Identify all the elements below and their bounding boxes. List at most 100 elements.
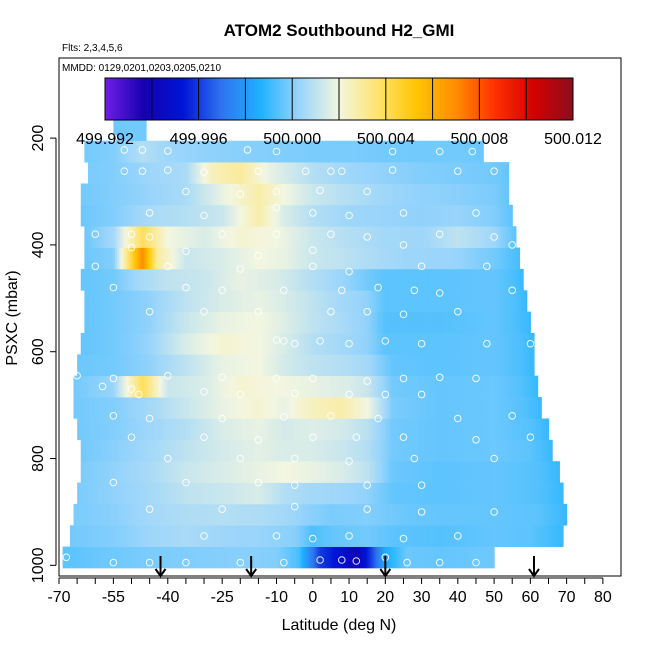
heatmap-cell xyxy=(109,311,113,334)
heatmap-cell xyxy=(185,247,189,270)
heatmap-cell xyxy=(472,140,475,163)
heatmap-cell xyxy=(165,439,169,462)
heatmap-cell xyxy=(189,247,192,270)
heatmap-cell xyxy=(345,290,348,312)
heatmap-cell xyxy=(359,397,363,419)
heatmap-cell xyxy=(111,247,114,270)
heatmap-cell xyxy=(459,183,463,206)
heatmap-cell xyxy=(475,482,479,505)
heatmap-cell xyxy=(124,525,127,547)
heatmap-cell xyxy=(490,247,493,270)
heatmap-cell xyxy=(430,546,434,569)
heatmap-cell xyxy=(175,546,178,569)
heatmap-cell xyxy=(211,397,214,419)
heatmap-cell xyxy=(243,311,247,334)
heatmap-cell xyxy=(292,333,296,355)
heatmap-cell xyxy=(124,354,127,377)
heatmap-cell xyxy=(214,503,218,526)
heatmap-cell xyxy=(457,482,461,505)
heatmap-cell xyxy=(160,375,163,398)
heatmap-cell xyxy=(233,439,236,462)
heatmap-cell xyxy=(305,162,308,184)
heatmap-cell xyxy=(314,204,318,227)
heatmap-cell xyxy=(75,503,78,526)
heatmap-cell xyxy=(269,418,272,441)
heatmap-cell xyxy=(129,397,133,419)
heatmap-cell xyxy=(481,546,484,569)
heatmap-cell xyxy=(131,525,134,547)
heatmap-cell xyxy=(97,226,100,248)
heatmap-cell xyxy=(111,268,114,291)
heatmap-cell xyxy=(256,140,260,163)
heatmap-cell xyxy=(548,439,551,462)
heatmap-cell xyxy=(512,525,515,547)
heatmap-cell xyxy=(463,418,466,441)
heatmap-cell xyxy=(205,354,209,377)
heatmap-cell xyxy=(359,162,363,184)
heatmap-cell xyxy=(314,546,318,569)
heatmap-cell xyxy=(97,268,100,291)
heatmap-cell xyxy=(111,183,114,206)
heatmap-cell xyxy=(120,247,124,270)
heatmap-cell xyxy=(318,354,321,377)
heatmap-cell xyxy=(223,311,227,334)
heatmap-cell xyxy=(193,311,196,334)
heatmap-cell xyxy=(274,503,278,526)
heatmap-cell xyxy=(443,204,446,227)
heatmap-cell xyxy=(260,226,263,248)
heatmap-cell xyxy=(144,439,147,462)
heatmap-cell xyxy=(403,183,406,206)
heatmap-cell xyxy=(405,503,408,526)
heatmap-cell xyxy=(383,183,386,206)
heatmap-cell xyxy=(149,375,153,398)
heatmap-cell xyxy=(340,333,343,355)
heatmap-cell xyxy=(332,226,336,248)
heatmap-cell xyxy=(430,290,434,312)
heatmap-cell xyxy=(349,439,352,462)
heatmap-cell xyxy=(98,354,102,377)
heatmap-cell xyxy=(309,183,312,206)
heatmap-cell xyxy=(408,397,412,419)
heatmap-cell xyxy=(171,375,174,398)
heatmap-cell xyxy=(242,546,245,569)
heatmap-cell xyxy=(93,482,96,505)
heatmap-cell xyxy=(88,183,91,206)
heatmap-cell xyxy=(374,290,377,312)
heatmap-cell xyxy=(486,268,490,291)
heatmap-cell xyxy=(216,140,220,163)
heatmap-cell xyxy=(483,290,486,312)
heatmap-cell xyxy=(73,525,76,547)
heatmap-cell xyxy=(367,333,370,355)
heatmap-cell xyxy=(100,525,104,547)
heatmap-cell xyxy=(530,503,533,526)
heatmap-cell xyxy=(321,503,325,526)
heatmap-cell xyxy=(77,397,80,419)
heatmap-cell xyxy=(524,525,528,547)
heatmap-cell xyxy=(216,482,220,505)
heatmap-cell xyxy=(234,290,238,312)
heatmap-cell xyxy=(497,204,501,227)
heatmap-cell xyxy=(535,461,539,483)
heatmap-cell xyxy=(89,140,93,163)
heatmap-cell xyxy=(218,461,221,483)
heatmap-cell xyxy=(238,162,241,184)
heatmap-cell xyxy=(82,418,85,441)
heatmap-cell xyxy=(519,354,522,377)
heatmap-cell xyxy=(100,204,104,227)
heatmap-cell xyxy=(272,290,276,312)
heatmap-cell xyxy=(227,140,231,163)
heatmap-cell xyxy=(216,397,220,419)
heatmap-cell xyxy=(367,140,370,163)
heatmap-cell xyxy=(127,525,131,547)
heatmap-cell xyxy=(117,226,120,248)
heatmap-cell xyxy=(407,140,410,163)
heatmap-cell xyxy=(149,503,153,526)
heatmap-cell xyxy=(194,268,198,291)
heatmap-cell xyxy=(443,418,446,441)
heatmap-cell xyxy=(329,482,332,505)
heatmap-cell xyxy=(419,247,423,270)
heatmap-cell xyxy=(347,461,350,483)
heatmap-cell xyxy=(330,546,334,569)
heatmap-cell xyxy=(532,375,535,398)
heatmap-cell xyxy=(379,290,383,312)
